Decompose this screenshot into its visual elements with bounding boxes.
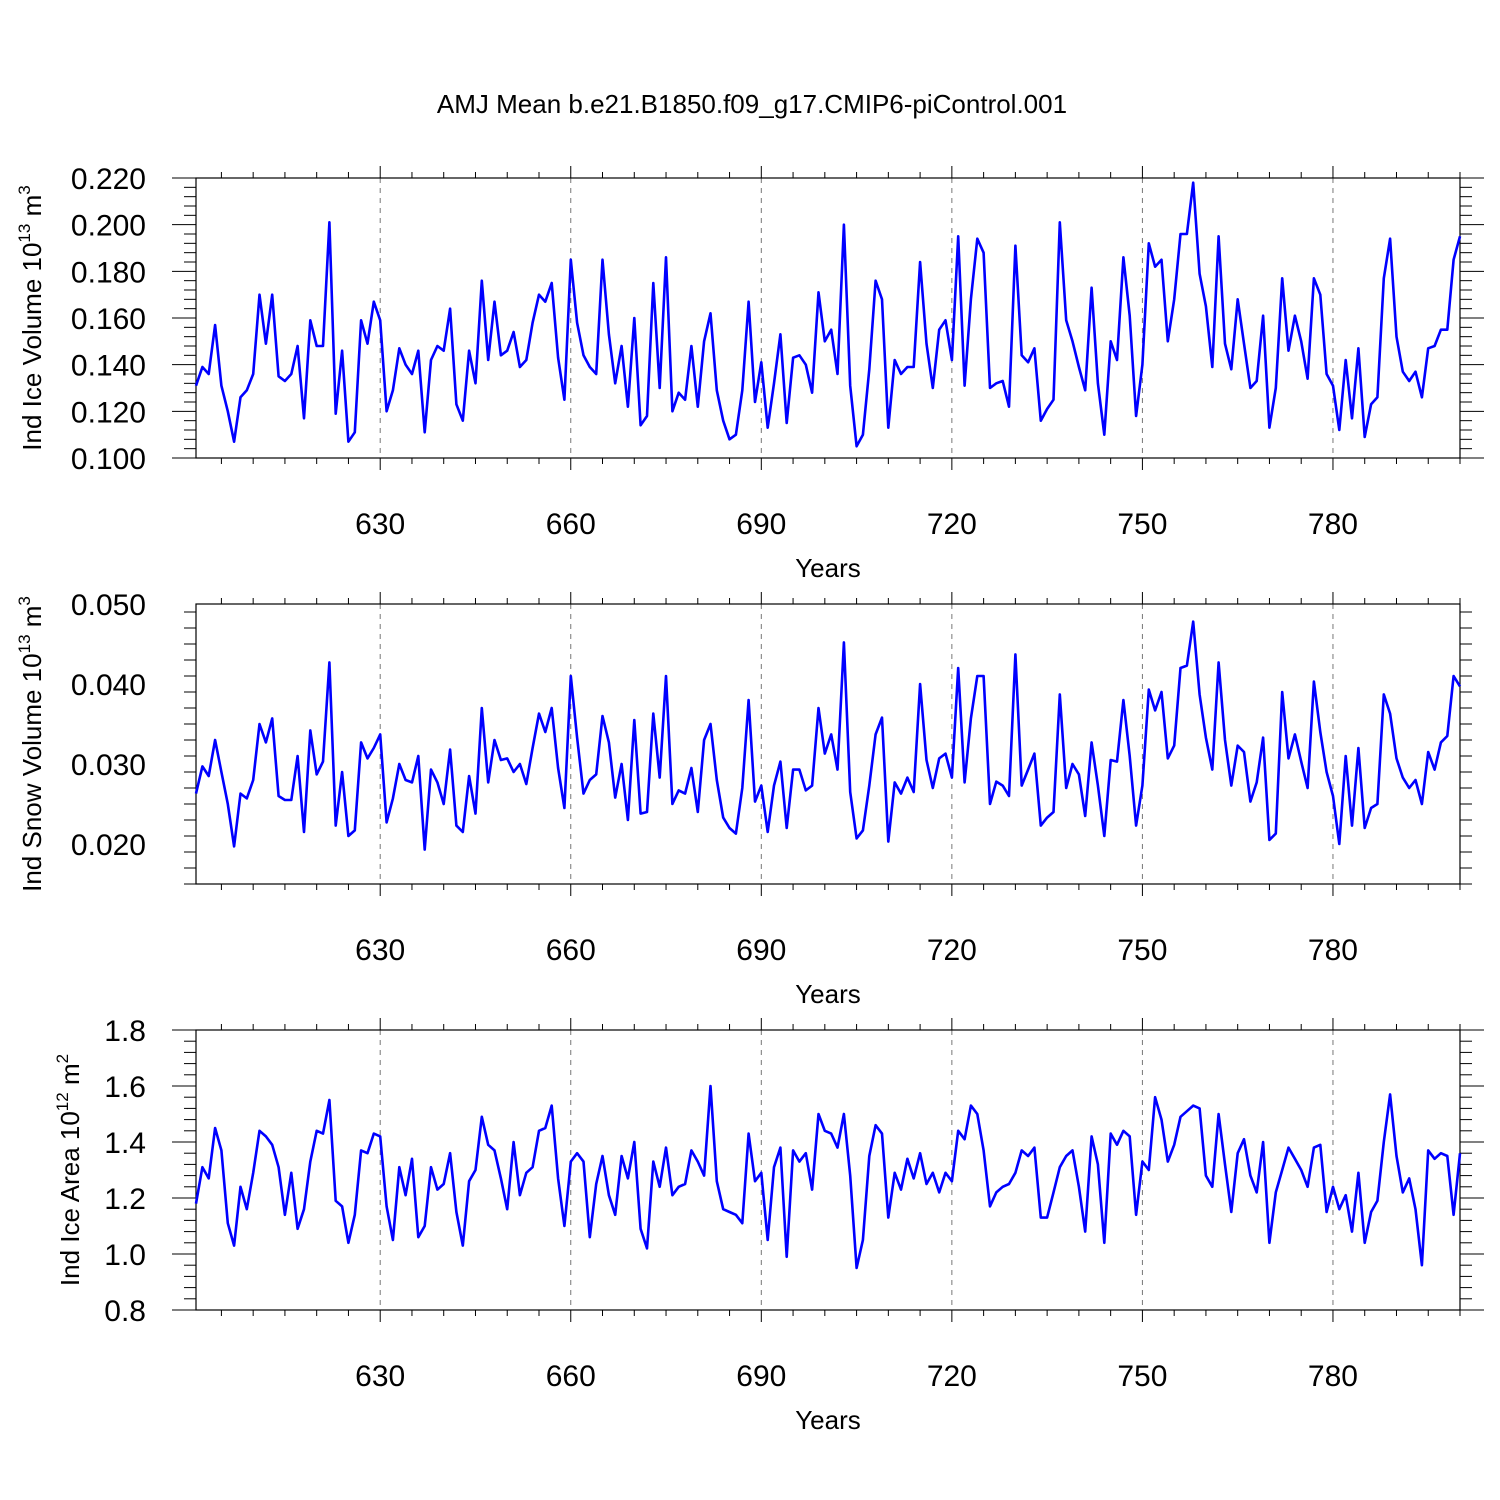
y-tick-label: 0.180	[71, 256, 146, 289]
x-tick-label: 720	[927, 1360, 977, 1393]
y-tick-label: 0.160	[71, 303, 146, 336]
x-tick-label: 630	[355, 934, 405, 967]
x-tick-label: 660	[546, 508, 596, 541]
y-tick-label: 0.030	[71, 749, 146, 782]
x-tick-label: 660	[546, 934, 596, 967]
panels: 630 660 690 720 750 780 Years 0.100 0.120 0.140 0.…	[15, 163, 1484, 1435]
x-tick-label: 780	[1308, 934, 1358, 967]
x-tick-label: 720	[927, 934, 977, 967]
y-tick-label: 0.100	[71, 443, 146, 476]
y-tick-label: 1.4	[104, 1127, 146, 1160]
panel-3: 630 660 690 720 750 780 Years 0.8 1.0 1.2 1.4 1.6 1.…	[53, 1015, 1484, 1435]
x-tick-label: 780	[1308, 508, 1358, 541]
y-tick-label: 0.020	[71, 829, 146, 862]
x-axis-label: Years	[795, 1405, 861, 1435]
x-tick-label: 750	[1117, 508, 1167, 541]
x-tick-label: 780	[1308, 1360, 1358, 1393]
x-tick-label: 690	[736, 1360, 786, 1393]
y-tick-label: 0.040	[71, 669, 146, 702]
series-line	[194, 1084, 1462, 1270]
y-tick-label: 0.120	[71, 396, 146, 429]
x-tick-label: 660	[546, 1360, 596, 1393]
x-axis-label: Years	[795, 553, 861, 583]
y-tick-label: 1.8	[104, 1015, 146, 1048]
y-tick-label: 0.200	[71, 210, 146, 243]
y-axis-label: Ind Snow Volume 1013 m3	[15, 596, 47, 892]
x-tick-label: 690	[736, 508, 786, 541]
x-axis-label: Years	[795, 979, 861, 1009]
plot-frame	[195, 1029, 1461, 1311]
y-tick-label: 0.220	[71, 163, 146, 196]
y-tick-label: 0.8	[104, 1295, 146, 1328]
x-tick-label: 630	[355, 1360, 405, 1393]
y-tick-label: 0.050	[71, 589, 146, 622]
x-tick-label: 720	[927, 508, 977, 541]
panel-1: 630 660 690 720 750 780 Years 0.100 0.120 0.140 0.…	[15, 163, 1484, 583]
y-tick-label: 1.2	[104, 1183, 146, 1216]
y-tick-label: 1.6	[104, 1071, 146, 1104]
x-tick-label: 750	[1117, 1360, 1167, 1393]
x-tick-label: 750	[1117, 934, 1167, 967]
panel-2: 630 660 690 720 750 780 Years 0.020 0.030 0.040 0.…	[15, 589, 1472, 1009]
series-line	[194, 620, 1462, 851]
x-tick-label: 690	[736, 934, 786, 967]
y-axis-label: Ind Ice Area 1012 m2	[53, 1054, 85, 1286]
y-tick-label: 0.140	[71, 350, 146, 383]
x-tick-label: 630	[355, 508, 405, 541]
chart-title: AMJ Mean b.e21.B1850.f09_g17.CMIP6-piCon…	[437, 89, 1067, 119]
y-tick-label: 1.0	[104, 1239, 146, 1272]
plot-frame	[195, 603, 1461, 885]
y-axis-label: Ind Ice Volume 1013 m3	[15, 185, 47, 450]
series-line	[194, 181, 1462, 448]
